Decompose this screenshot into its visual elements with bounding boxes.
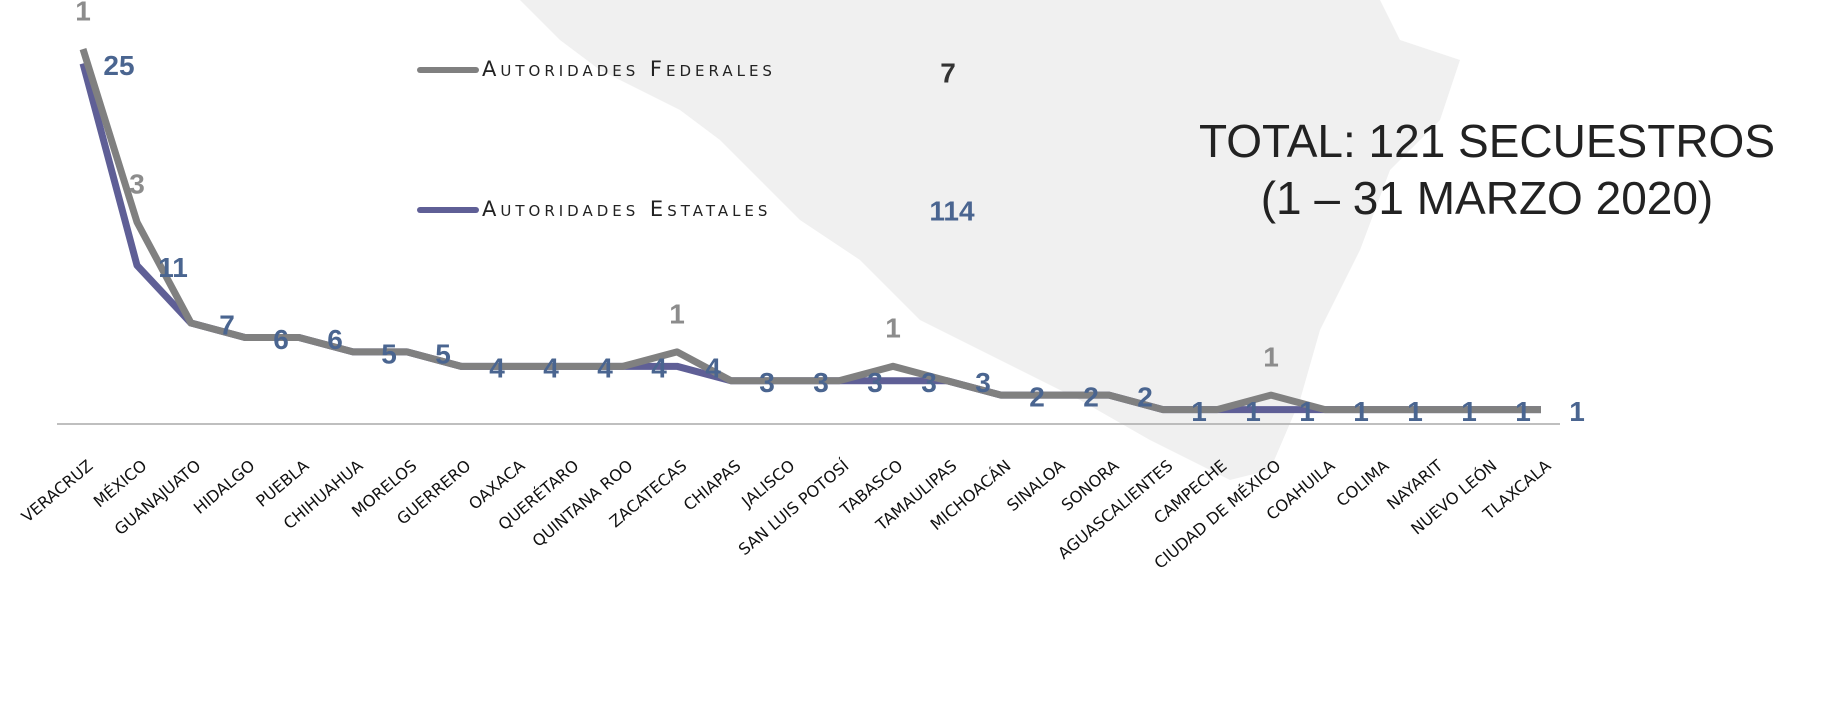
legend-label: Autoridades Estatales [482,197,771,221]
legend-total: 114 [929,195,975,226]
data-label: 1 [1245,396,1261,427]
data-label: 3 [813,367,829,398]
data-label: 1 [1407,396,1423,427]
data-label: 1 [1191,396,1207,427]
x-tick-label: HIDALGO [190,456,259,518]
data-label: 11 [158,252,188,283]
data-label: 1 [1515,396,1531,427]
data-label: 6 [273,324,289,355]
data-label: 4 [651,353,667,384]
data-label: 6 [327,324,343,355]
data-label: 1 [1353,396,1369,427]
data-label: 7 [219,309,235,340]
data-label: 2 [1137,382,1153,413]
data-label: 2 [1029,382,1045,413]
map-background [520,0,1460,480]
data-label: 4 [597,353,613,384]
data-label: 1 [1461,396,1477,427]
data-label: 3 [129,168,145,199]
data-label: 3 [975,367,991,398]
data-label: 1 [1263,342,1279,373]
x-tick-label: VERACRUZ [18,456,97,526]
data-label: 4 [543,353,559,384]
data-label: 3 [921,367,937,398]
x-tick-label: COLIMA [1333,456,1393,511]
legend-total: 7 [940,57,956,88]
series-line [79,47,1541,414]
data-label: 5 [381,338,397,369]
annotation: (1 – 31 MARZO 2020) [1261,172,1714,224]
data-label: 2 [1083,382,1099,413]
data-label: 1 [1299,396,1315,427]
data-label: 1 [669,298,685,329]
x-tick-label: SINALOA [1003,456,1068,515]
data-label: 25 [103,50,134,81]
data-label: 1 [885,313,901,344]
data-label: 1 [1569,396,1585,427]
data-label: 5 [435,338,451,369]
data-label: 4 [489,353,505,384]
x-tick-label: CHIAPAS [680,456,745,515]
annotation: TOTAL: 121 SECUESTROS [1199,115,1775,167]
data-label: 4 [705,353,721,384]
data-label: 3 [759,367,775,398]
data-label: 1 [75,0,91,26]
data-label: 3 [867,367,883,398]
legend-label: Autoridades Federales [482,57,776,81]
